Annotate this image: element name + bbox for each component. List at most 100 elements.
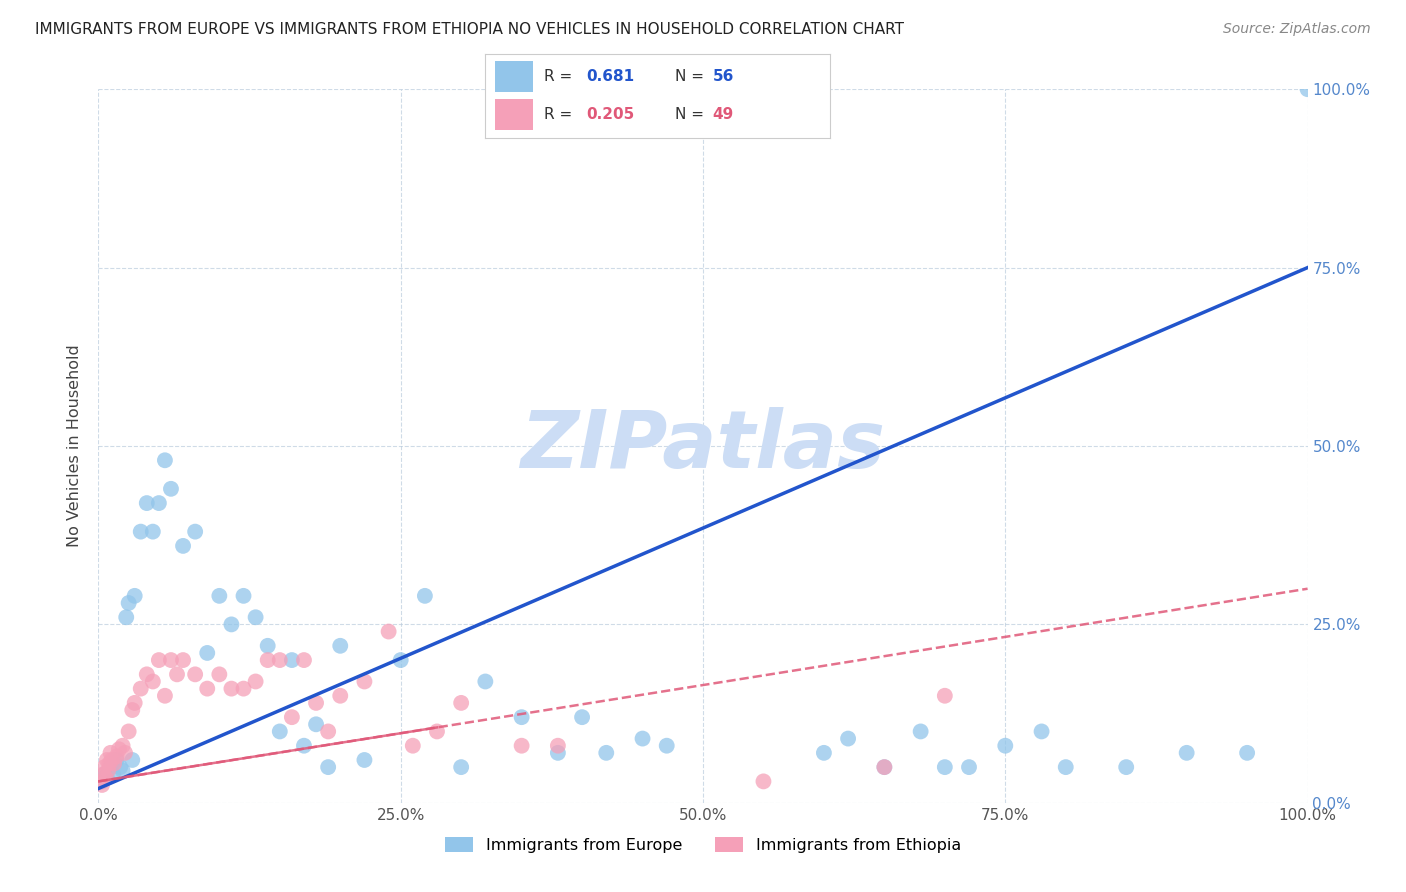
Point (1175, 746, 1198, 760)
Point (172, 653, 194, 667)
Point (118, 724, 141, 739)
Point (353, 674, 375, 689)
Point (90, 774, 112, 789)
Point (547, 746, 569, 760)
Point (510, 710, 533, 724)
Point (329, 689, 352, 703)
Text: IMMIGRANTS FROM EUROPE VS IMMIGRANTS FROM ETHIOPIA NO VEHICLES IN HOUSEHOLD CORR: IMMIGRANTS FROM EUROPE VS IMMIGRANTS FRO… (35, 22, 904, 37)
Point (100, 760, 122, 774)
Text: R =: R = (544, 69, 576, 84)
Point (305, 717, 328, 731)
Point (389, 653, 412, 667)
Point (873, 760, 896, 774)
Point (129, 524, 152, 539)
Text: 0.681: 0.681 (586, 69, 636, 84)
Point (292, 653, 315, 667)
Point (292, 739, 315, 753)
Point (571, 710, 593, 724)
Text: 56: 56 (713, 69, 734, 84)
Point (114, 746, 136, 760)
Point (108, 742, 131, 756)
Point (1054, 760, 1077, 774)
Point (1296, 82, 1319, 96)
Point (91, 778, 114, 792)
Point (329, 639, 352, 653)
Point (96, 753, 118, 767)
Point (166, 667, 188, 681)
Text: N =: N = (675, 69, 709, 84)
Point (510, 739, 533, 753)
Point (994, 739, 1017, 753)
FancyBboxPatch shape (495, 62, 533, 92)
Point (305, 696, 328, 710)
Point (547, 739, 569, 753)
Point (124, 696, 146, 710)
Point (97, 764, 120, 778)
Point (402, 739, 425, 753)
Point (100, 753, 122, 767)
Point (377, 624, 399, 639)
Legend: Immigrants from Europe, Immigrants from Ethiopia: Immigrants from Europe, Immigrants from … (439, 830, 967, 859)
Point (103, 756, 125, 771)
Point (752, 774, 775, 789)
Point (413, 589, 436, 603)
Point (873, 760, 896, 774)
Point (184, 524, 207, 539)
Point (148, 653, 170, 667)
Point (105, 749, 128, 764)
Point (450, 696, 472, 710)
Point (93, 767, 115, 781)
Point (813, 746, 835, 760)
Point (232, 681, 254, 696)
Point (316, 760, 339, 774)
Point (111, 739, 134, 753)
Point (129, 681, 152, 696)
Point (153, 453, 176, 467)
Point (269, 653, 291, 667)
Point (135, 667, 157, 681)
Point (160, 482, 183, 496)
Text: 0.205: 0.205 (586, 107, 636, 122)
Point (837, 731, 859, 746)
Point (450, 760, 472, 774)
Point (96, 771, 118, 785)
Point (111, 764, 134, 778)
Point (93, 760, 115, 774)
Point (153, 689, 176, 703)
Text: N =: N = (675, 107, 709, 122)
Point (135, 496, 157, 510)
Point (100, 746, 122, 760)
Point (281, 710, 304, 724)
Point (426, 724, 449, 739)
Point (142, 524, 165, 539)
Point (208, 667, 231, 681)
Point (269, 724, 291, 739)
Point (98, 756, 121, 771)
Point (101, 767, 124, 781)
Point (124, 589, 146, 603)
Text: ZIPatlas: ZIPatlas (520, 407, 886, 485)
Point (160, 653, 183, 667)
Point (316, 724, 339, 739)
Point (256, 639, 278, 653)
Point (934, 689, 956, 703)
Point (1115, 760, 1137, 774)
Text: R =: R = (544, 107, 576, 122)
Point (957, 760, 980, 774)
Point (184, 667, 207, 681)
Point (934, 760, 956, 774)
Point (655, 739, 678, 753)
Point (1031, 724, 1053, 739)
Point (256, 653, 278, 667)
Point (115, 610, 138, 624)
Point (281, 653, 304, 667)
Point (208, 589, 231, 603)
Point (148, 496, 170, 510)
Y-axis label: No Vehicles in Household: No Vehicles in Household (67, 344, 83, 548)
Point (221, 681, 243, 696)
Point (195, 646, 218, 660)
Text: 49: 49 (713, 107, 734, 122)
Point (121, 703, 143, 717)
Point (195, 681, 218, 696)
Point (94, 771, 117, 785)
